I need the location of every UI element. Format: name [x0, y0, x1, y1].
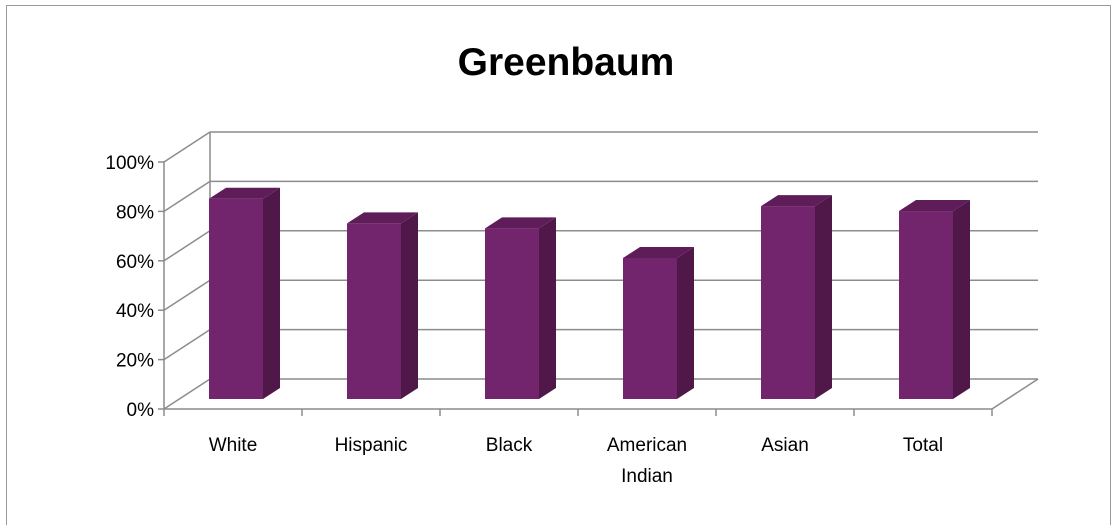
bar-side: [815, 195, 832, 399]
floor-edge: [991, 378, 1039, 410]
bar: [209, 187, 280, 399]
x-tick-label: Indian: [621, 466, 673, 487]
x-tick-label: Total: [903, 435, 943, 456]
bar-front: [899, 211, 953, 399]
bar-side: [677, 246, 694, 399]
bar-side: [953, 200, 970, 399]
y-tick-label: 100%: [105, 153, 154, 174]
bar-front: [623, 257, 677, 399]
y-tick-label: 20%: [116, 351, 154, 372]
chart-frame: [6, 5, 1111, 525]
x-tick-label: Black: [486, 435, 533, 456]
x-tick-label: White: [209, 435, 258, 456]
y-tick-label: 0%: [127, 400, 155, 421]
gridline-diagonal: [163, 279, 211, 311]
gridline-diagonal: [163, 180, 211, 213]
y-tick-label: 60%: [116, 252, 154, 273]
y-tick-label: 40%: [116, 301, 154, 322]
gridline-diagonal: [163, 131, 211, 163]
bar-top: [899, 200, 970, 212]
gridline-diagonal: [163, 328, 211, 361]
bar-top: [485, 217, 556, 229]
bar-top: [623, 246, 694, 258]
bar-side: [263, 187, 280, 399]
bar: [761, 195, 832, 399]
chart-title: Greenbaum: [458, 41, 675, 84]
bar: [485, 217, 556, 399]
bar: [623, 246, 694, 399]
x-tick-label: Asian: [761, 435, 809, 456]
bar-side: [539, 217, 556, 399]
bars: [209, 187, 970, 399]
gridline-diagonal: [163, 378, 211, 410]
bar: [347, 212, 418, 399]
y-axis: 0% 20% 40% 60% 80% 100%: [105, 153, 165, 421]
gridline-diagonal: [163, 230, 211, 262]
x-tick-label: Hispanic: [335, 435, 408, 456]
x-labels: White Hispanic Black American Indian Asian Tot…: [209, 435, 943, 487]
bar-front: [209, 198, 263, 399]
bar-top: [347, 212, 418, 224]
bar: [899, 200, 970, 399]
bar-side: [401, 212, 418, 399]
bar-front: [761, 206, 815, 399]
x-tick-label: American: [607, 435, 687, 456]
x-axis: [163, 378, 1039, 416]
y-tick-label: 80%: [116, 202, 154, 223]
bar-front: [347, 223, 401, 399]
bar-top: [761, 195, 832, 207]
bar-front: [485, 228, 539, 399]
bar-chart: 0% 20% 40% 60% 80% 100% White Hispanic Black Ame…: [105, 41, 1039, 487]
bar-top: [209, 187, 280, 199]
